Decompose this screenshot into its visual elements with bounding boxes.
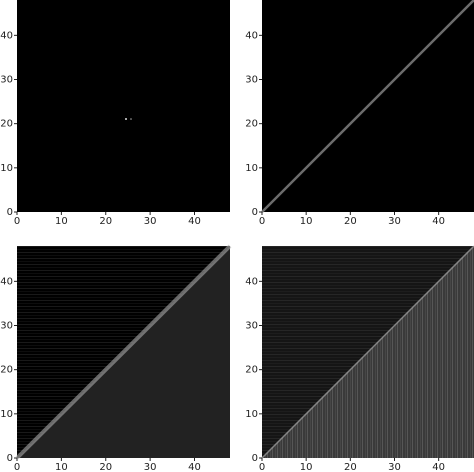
y-tick-label: 30 [0,321,13,332]
panel [17,0,230,212]
y-tick-label: 10 [245,163,258,174]
x-tick-label: 0 [259,462,265,472]
x-tick-label: 30 [388,216,401,227]
x-tick-label: 20 [99,462,112,472]
diagonal [261,245,474,459]
y-tick-label: 30 [0,75,13,86]
x-tick-label: 30 [388,462,401,472]
y-tick-label: 10 [0,163,13,174]
hotspot [130,118,132,120]
y-tick-label: 30 [245,321,258,332]
x-tick-label: 10 [300,216,313,227]
y-tick-label: 0 [252,207,258,218]
x-tick-label: 30 [144,216,157,227]
y-tick-label: 40 [0,30,13,41]
x-tick-label: 0 [14,462,20,472]
y-tick-label: 0 [7,453,13,464]
x-tick-label: 20 [99,216,112,227]
x-tick-label: 30 [144,462,157,472]
hotspot [125,118,127,120]
y-tick-label: 0 [7,207,13,218]
x-tick-label: 0 [259,216,265,227]
y-tick-label: 0 [252,453,258,464]
panel [261,245,474,459]
x-tick-label: 10 [300,462,313,472]
x-tick-label: 40 [188,216,201,227]
y-tick-label: 40 [245,30,258,41]
y-tick-label: 30 [245,75,258,86]
y-tick-label: 40 [245,276,258,287]
x-tick-label: 10 [55,216,68,227]
panel [261,0,474,213]
diagonal [15,244,232,460]
x-tick-label: 40 [432,462,445,472]
x-tick-label: 0 [14,216,20,227]
heatmap-image [17,0,230,212]
x-tick-label: 40 [188,462,201,472]
x-tick-label: 10 [55,462,68,472]
panel [15,244,232,460]
y-tick-label: 20 [245,365,258,376]
y-tick-label: 20 [245,119,258,130]
y-tick-label: 20 [0,119,13,130]
y-tick-label: 10 [0,409,13,420]
x-tick-label: 20 [344,216,357,227]
x-tick-label: 40 [432,216,445,227]
y-tick-label: 10 [245,409,258,420]
diagonal [261,0,474,213]
y-tick-label: 40 [0,276,13,287]
y-tick-label: 20 [0,365,13,376]
x-tick-label: 20 [344,462,357,472]
